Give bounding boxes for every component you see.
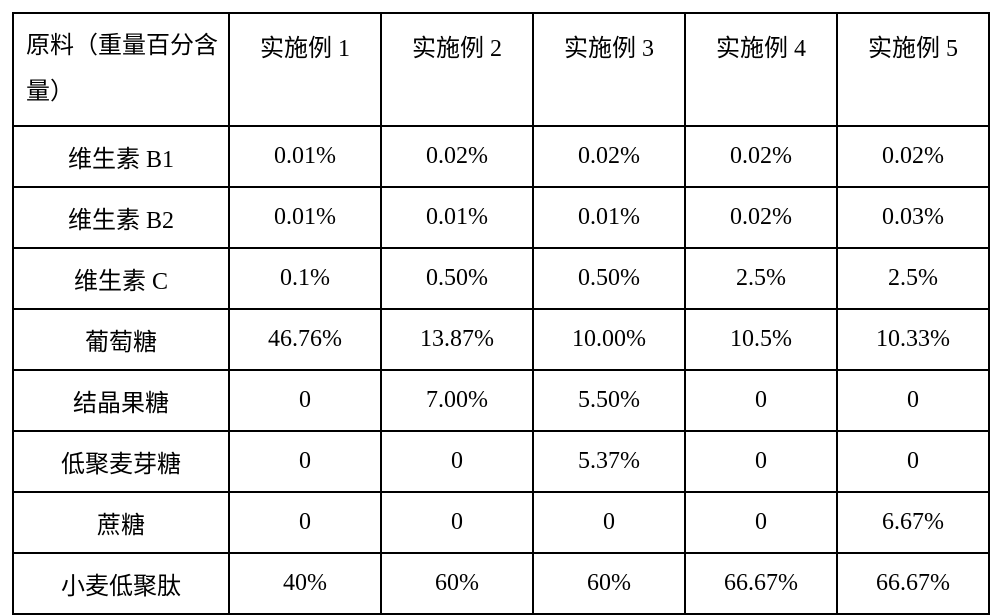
col-header-5: 实施例 5 xyxy=(837,13,989,126)
cell: 0 xyxy=(229,492,381,553)
row-label: 维生素 B1 xyxy=(13,126,229,187)
cell: 0.02% xyxy=(685,187,837,248)
row-label: 维生素 B2 xyxy=(13,187,229,248)
cell: 0 xyxy=(533,492,685,553)
cell: 0 xyxy=(837,370,989,431)
cell: 46.76% xyxy=(229,309,381,370)
cell: 0 xyxy=(229,370,381,431)
cell: 0 xyxy=(685,492,837,553)
cell: 0 xyxy=(381,431,533,492)
row-label: 维生素 C xyxy=(13,248,229,309)
cell: 60% xyxy=(533,553,685,614)
cell: 0.1% xyxy=(229,248,381,309)
col-header-3: 实施例 3 xyxy=(533,13,685,126)
cell: 0.01% xyxy=(229,187,381,248)
cell: 66.67% xyxy=(837,553,989,614)
table-header-row: 原料（重量百分含量） 实施例 1 实施例 2 实施例 3 实施例 4 实施例 5 xyxy=(13,13,989,126)
col-header-1: 实施例 1 xyxy=(229,13,381,126)
cell: 0.50% xyxy=(381,248,533,309)
cell: 5.37% xyxy=(533,431,685,492)
table-body: 维生素 B1 0.01% 0.02% 0.02% 0.02% 0.02% 维生素… xyxy=(13,126,989,614)
cell: 0 xyxy=(837,431,989,492)
cell: 0 xyxy=(229,431,381,492)
table-row: 维生素 C 0.1% 0.50% 0.50% 2.5% 2.5% xyxy=(13,248,989,309)
table-row: 葡萄糖 46.76% 13.87% 10.00% 10.5% 10.33% xyxy=(13,309,989,370)
table-row: 维生素 B2 0.01% 0.01% 0.01% 0.02% 0.03% xyxy=(13,187,989,248)
col-header-2: 实施例 2 xyxy=(381,13,533,126)
row-label: 葡萄糖 xyxy=(13,309,229,370)
table-row: 结晶果糖 0 7.00% 5.50% 0 0 xyxy=(13,370,989,431)
table-row: 小麦低聚肽 40% 60% 60% 66.67% 66.67% xyxy=(13,553,989,614)
cell: 2.5% xyxy=(685,248,837,309)
cell: 10.00% xyxy=(533,309,685,370)
ingredients-table: 原料（重量百分含量） 实施例 1 实施例 2 实施例 3 实施例 4 实施例 5… xyxy=(12,12,990,615)
table-row: 维生素 B1 0.01% 0.02% 0.02% 0.02% 0.02% xyxy=(13,126,989,187)
row-label: 低聚麦芽糖 xyxy=(13,431,229,492)
table-row: 低聚麦芽糖 0 0 5.37% 0 0 xyxy=(13,431,989,492)
cell: 0.03% xyxy=(837,187,989,248)
row-label: 结晶果糖 xyxy=(13,370,229,431)
cell: 0.01% xyxy=(229,126,381,187)
cell: 0.02% xyxy=(685,126,837,187)
cell: 7.00% xyxy=(381,370,533,431)
cell: 6.67% xyxy=(837,492,989,553)
cell: 0.01% xyxy=(381,187,533,248)
row-label: 小麦低聚肽 xyxy=(13,553,229,614)
row-label: 蔗糖 xyxy=(13,492,229,553)
cell: 0.01% xyxy=(533,187,685,248)
cell: 0 xyxy=(685,431,837,492)
cell: 0 xyxy=(685,370,837,431)
cell: 40% xyxy=(229,553,381,614)
cell: 10.5% xyxy=(685,309,837,370)
table-row: 蔗糖 0 0 0 0 6.67% xyxy=(13,492,989,553)
cell: 0.02% xyxy=(837,126,989,187)
cell: 60% xyxy=(381,553,533,614)
cell: 2.5% xyxy=(837,248,989,309)
cell: 0.50% xyxy=(533,248,685,309)
cell: 10.33% xyxy=(837,309,989,370)
cell: 0.02% xyxy=(381,126,533,187)
cell: 13.87% xyxy=(381,309,533,370)
cell: 0.02% xyxy=(533,126,685,187)
col-header-4: 实施例 4 xyxy=(685,13,837,126)
cell: 0 xyxy=(381,492,533,553)
cell: 66.67% xyxy=(685,553,837,614)
row-header-label: 原料（重量百分含量） xyxy=(13,13,229,126)
cell: 5.50% xyxy=(533,370,685,431)
